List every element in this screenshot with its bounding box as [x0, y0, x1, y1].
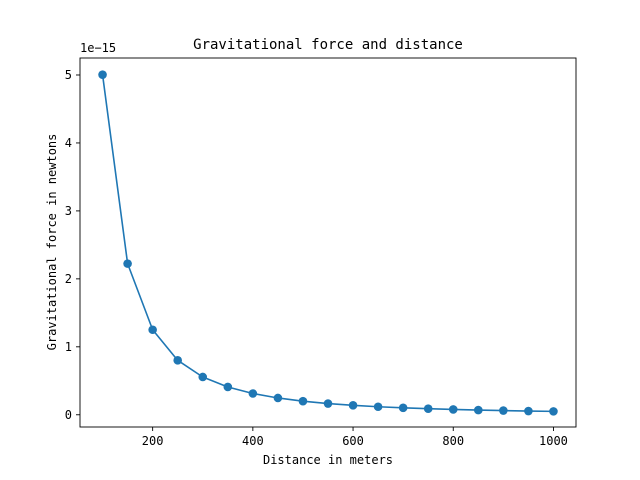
y-tick-label: 4	[65, 136, 72, 150]
axes-frame	[79, 57, 577, 428]
x-tick-label: 1000	[539, 434, 568, 448]
data-point	[198, 372, 208, 382]
data-point	[524, 406, 533, 416]
y-tick-label: 3	[65, 204, 72, 218]
plot-area: 200 400 600 800 1000 0 1 2 3 4 5	[65, 57, 577, 448]
x-tick-label: 600	[342, 434, 364, 448]
data-point	[273, 393, 283, 403]
data-point	[549, 407, 558, 416]
x-tick-label: 200	[142, 434, 164, 448]
y-tick-label: 2	[65, 272, 72, 286]
y-tick-label: 1	[65, 340, 72, 354]
data-point	[148, 325, 157, 335]
data-point	[448, 405, 458, 414]
data-point	[398, 403, 408, 413]
data-point	[223, 382, 233, 392]
x-tick-label: 400	[242, 434, 264, 448]
data-point	[474, 405, 483, 415]
y-tick-label: 0	[65, 408, 72, 422]
data-point	[423, 404, 433, 414]
data-point	[173, 356, 182, 365]
data-point	[373, 402, 383, 412]
data-point	[323, 399, 333, 408]
x-tick-label: 800	[442, 434, 464, 448]
y-axis-label: Gravitational force in newtons	[45, 134, 59, 351]
y-tick-label: 5	[65, 68, 72, 82]
data-point	[499, 406, 508, 415]
data-point	[123, 259, 132, 268]
data-point	[298, 396, 308, 406]
y-offset-label: 1e−15	[80, 41, 116, 55]
data-point	[98, 70, 107, 79]
x-axis-label: Distance in meters	[263, 453, 393, 467]
chart-title: Gravitational force and distance	[193, 37, 463, 53]
data-point	[348, 401, 358, 410]
series-line	[101, 74, 554, 413]
data-point	[248, 389, 258, 398]
